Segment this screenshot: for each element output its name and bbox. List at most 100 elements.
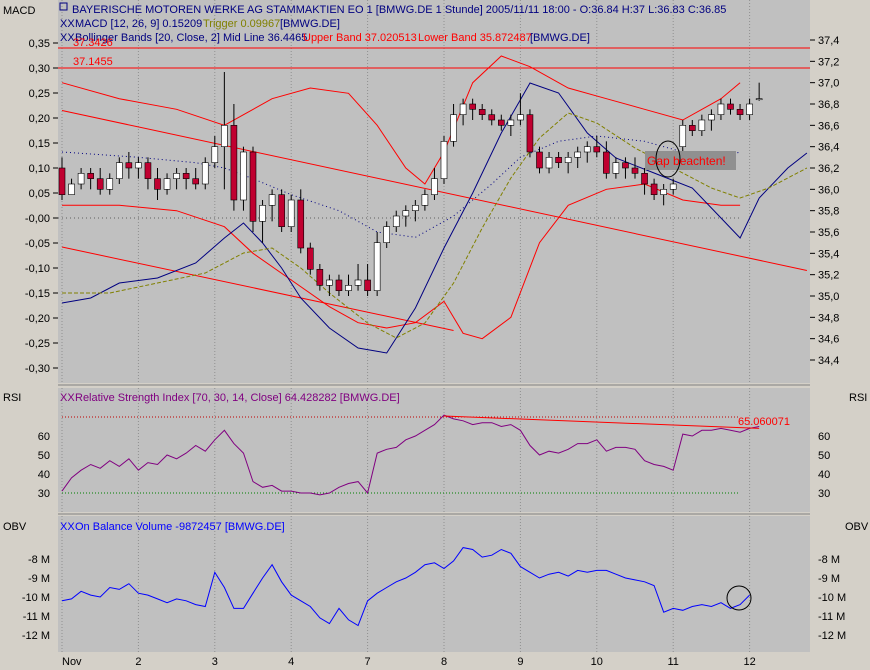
macd-line (61, 82, 808, 354)
gap-note: Gap beachten! (647, 154, 726, 168)
macd-legend-icon: XX (60, 18, 75, 30)
candle-body (717, 103, 725, 115)
candle-body (182, 173, 190, 179)
candle-body (316, 269, 324, 286)
bb-ticker: [BMWG.DE] (530, 32, 590, 44)
candle-body (497, 119, 505, 126)
candle-body (116, 162, 123, 179)
price-tick-label: 35,8 (818, 206, 839, 218)
candle-body (364, 279, 371, 291)
candle-body (335, 279, 343, 291)
obv-side-label-right: OBV (845, 521, 869, 533)
macd-ticker: [BMWG.DE] (280, 18, 340, 30)
obv-side-label-left: OBV (3, 521, 27, 533)
level-label-upper: 37.3426 (73, 37, 113, 49)
bollinger-lower-line (62, 183, 741, 340)
obv-tick-label-right: -12 M (818, 630, 846, 642)
candle-body (727, 103, 734, 110)
candle-body (564, 157, 572, 163)
price-tick-label: 35,6 (818, 227, 839, 239)
candle-body (622, 162, 629, 169)
candle-body (421, 194, 429, 206)
chart-title: BAYERISCHE MOTOREN WERKE AG STAMMAKTIEN … (72, 4, 726, 16)
macd-tick-label: -0,25 (25, 338, 50, 350)
candle-body (192, 178, 199, 185)
rsi-tick-label-right: 30 (818, 488, 830, 500)
level-label-lower: 37.1455 (73, 56, 113, 68)
candle-body (478, 109, 486, 115)
macd-tick-label: 0,15 (29, 138, 50, 150)
macd-tick-label: 0,20 (29, 113, 50, 125)
candle-body (708, 114, 715, 121)
candle-body (402, 210, 410, 217)
rsi-tick-label-left: 50 (38, 450, 50, 462)
x-tick-label: 8 (441, 656, 447, 668)
candle-body (383, 226, 391, 243)
rsi-trendline (443, 415, 760, 429)
candle-body (431, 178, 438, 195)
price-tick-label: 36,0 (818, 184, 839, 196)
candle-body (517, 114, 524, 121)
x-tick-label: 7 (365, 656, 371, 668)
macd-tick-label: 0,30 (29, 63, 50, 75)
candle-body (679, 125, 687, 147)
rsi-tick-label-right: 60 (818, 431, 830, 443)
price-tick-label: 34,8 (818, 312, 839, 324)
x-tick-label: Nov (62, 656, 82, 668)
candle-body (125, 162, 133, 169)
candle-body (641, 173, 648, 185)
price-tick-label: 35,2 (818, 270, 839, 282)
candle-body (306, 247, 314, 270)
gap-note-box (645, 151, 736, 170)
candle-body (326, 279, 333, 286)
candle-body (583, 146, 591, 153)
candle-body (669, 183, 677, 190)
obv-legend: On Balance Volume -9872457 [BMWG.DE] (75, 521, 285, 533)
candle-body (746, 103, 753, 115)
candle-body (593, 146, 601, 153)
bb-upper-legend: Upper Band 37.020513 (303, 32, 417, 44)
macd-tick-label: 0,05 (29, 188, 50, 200)
candle-body (221, 125, 228, 147)
candle-body (173, 173, 180, 179)
obv-tick-label-left: -10 M (22, 592, 50, 604)
candle-body (201, 162, 209, 185)
bb-legend: Bollinger Bands [20, Close, 2] Mid Line … (75, 32, 307, 44)
candle-body (230, 125, 238, 201)
candle-body (268, 194, 276, 206)
obv-line (61, 547, 750, 627)
candle-body (688, 125, 696, 131)
macd-tick-label: 0,25 (29, 88, 50, 100)
candle-body (373, 242, 381, 291)
candle-body (211, 146, 219, 163)
candle-body (240, 151, 247, 201)
candle-body (135, 162, 142, 169)
bollinger-upper-line (61, 55, 741, 185)
rsi-trend-value: 65.060071 (738, 416, 790, 428)
x-tick-label: 11 (667, 656, 678, 668)
x-tick-label: 9 (517, 656, 523, 668)
obv-tick-label-left: -9 M (28, 573, 50, 585)
obv-tick-label-right: -11 M (818, 611, 845, 623)
rsi-legend: Relative Strength Index [70, 30, 14, Clo… (75, 392, 400, 404)
obv-tick-label-left: -11 M (23, 611, 50, 623)
trigger-line (62, 112, 808, 339)
macd-tick-label: -0,05 (25, 238, 50, 250)
obv-tick-label-right: -9 M (818, 573, 840, 585)
candle-body (650, 183, 658, 195)
bb-lower-legend: Lower Band 35.872487 (418, 32, 532, 44)
candle-body (459, 103, 467, 115)
candle-body (631, 167, 639, 174)
rsi-tick-label-right: 40 (818, 469, 830, 481)
bb-legend-icon: XX (60, 32, 75, 44)
candle-body (392, 215, 400, 227)
price-tick-label: 34,6 (818, 334, 839, 346)
rsi-side-label-right: RSI (849, 392, 867, 404)
candle-body (287, 199, 295, 227)
candle-body (545, 157, 553, 169)
price-tick-label: 34,4 (818, 355, 839, 367)
candle-body (249, 151, 257, 222)
candle-body (68, 183, 75, 195)
obv-tick-label-left: -12 M (22, 630, 50, 642)
candle-body (555, 157, 562, 163)
